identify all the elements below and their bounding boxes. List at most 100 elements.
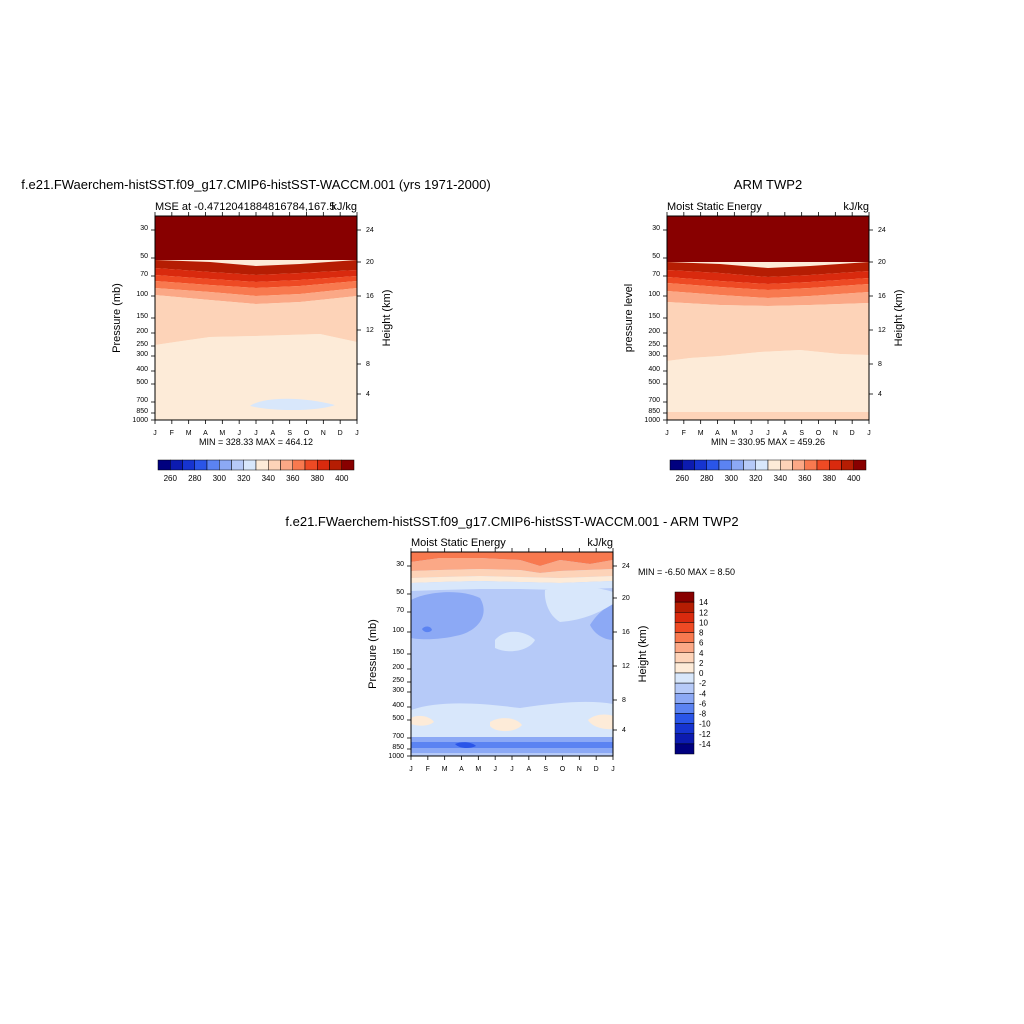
contour-band xyxy=(155,275,357,288)
colorbar-swatch xyxy=(674,632,695,643)
colorbar-swatch xyxy=(674,612,695,623)
panel-model-y-ticks-right: 24 20 16 12 8 4 xyxy=(366,227,374,398)
y-tick-label: 500 xyxy=(392,715,404,722)
y-tick-label: 400 xyxy=(136,366,148,373)
colorbar-label: -2 xyxy=(699,679,707,688)
panel-model-y-ticks: 30 50 70 100 150 200 250 300 400 500 700… xyxy=(132,225,148,424)
colorbar-swatch xyxy=(682,459,695,471)
y-tick-label: 200 xyxy=(392,664,404,671)
contour-band xyxy=(155,288,357,304)
colorbar-swatch xyxy=(674,672,695,684)
y-tick-label: 850 xyxy=(648,408,660,415)
x-tick-label: M xyxy=(442,766,448,773)
y-tick-label: 300 xyxy=(136,351,148,358)
contour-band-top xyxy=(155,216,357,260)
contour-band xyxy=(667,291,869,306)
panel-diff-colorbar: 14 12 10 8 6 4 2 0 -2 -4 -6 -8 -10 -12 -… xyxy=(674,591,711,755)
x-tick-label: S xyxy=(287,430,292,437)
x-tick-label: M xyxy=(186,430,192,437)
x-tick-label: M xyxy=(219,430,225,437)
colorbar-swatch xyxy=(841,459,854,471)
panel-obs-x-ticks: J F M A M J J A S O N D J xyxy=(665,430,871,437)
x-tick-label: D xyxy=(850,430,855,437)
colorbar-label: 10 xyxy=(699,618,708,627)
y-tick-label-right: 20 xyxy=(366,259,374,266)
panel-model-plot xyxy=(154,215,358,421)
colorbar-label: 280 xyxy=(188,474,202,483)
colorbar-swatch xyxy=(731,459,744,471)
panel-diff-title: f.e21.FWaerchem-histSST.f09_g17.CMIP6-hi… xyxy=(285,514,738,529)
y-tick-label: 850 xyxy=(136,408,148,415)
colorbar-swatch xyxy=(170,459,183,471)
contour-band xyxy=(411,742,613,748)
y-tick-label: 1000 xyxy=(132,417,148,424)
colorbar-swatch xyxy=(816,459,830,471)
x-tick-label: J xyxy=(665,430,669,437)
colorbar-label: 260 xyxy=(164,474,178,483)
y-tick-label: 500 xyxy=(136,379,148,386)
colorbar-swatch xyxy=(243,459,257,471)
contour-band xyxy=(667,302,869,361)
y-tick-label: 300 xyxy=(648,351,660,358)
colorbar-label: 320 xyxy=(749,474,763,483)
x-tick-label: S xyxy=(543,766,548,773)
y-tick-label: 70 xyxy=(140,271,148,278)
colorbar-swatch xyxy=(674,713,695,724)
y-tick-label: 70 xyxy=(652,271,660,278)
colorbar-swatch xyxy=(231,459,244,471)
panel-diff-y-ticks-right: 24 20 16 12 8 4 xyxy=(622,563,630,734)
colorbar-label: 14 xyxy=(699,598,708,607)
panel-model-colorbar: 260 280 300 320 340 360 380 400 xyxy=(157,459,355,483)
x-tick-label: A xyxy=(715,430,720,437)
y-tick-label-right: 16 xyxy=(878,293,886,300)
colorbar-label: 400 xyxy=(335,474,349,483)
x-tick-label: A xyxy=(203,430,208,437)
y-tick-label: 100 xyxy=(136,291,148,298)
colorbar-label: 380 xyxy=(311,474,325,483)
y-tick-label: 1000 xyxy=(644,417,660,424)
y-tick-label-right: 4 xyxy=(622,727,626,734)
panel-model-stats: MIN = 328.33 MAX = 464.12 xyxy=(199,437,313,447)
panel-model-ylabel-right: Height (km) xyxy=(381,290,393,347)
colorbar-label: -12 xyxy=(699,730,711,739)
colorbar-swatch xyxy=(206,459,220,471)
y-tick-label: 150 xyxy=(136,313,148,320)
contour-band xyxy=(588,714,613,730)
colorbar-label: -6 xyxy=(699,699,707,708)
y-tick-label-right: 24 xyxy=(878,227,886,234)
panel-obs-title: ARM TWP2 xyxy=(734,177,802,192)
colorbar-label: 300 xyxy=(213,474,227,483)
colorbar-swatch xyxy=(674,743,695,755)
colorbar-label: -14 xyxy=(699,740,711,749)
contour-band xyxy=(667,283,869,298)
y-tick-label-right: 12 xyxy=(878,327,886,334)
contour-band xyxy=(411,753,613,756)
colorbar-label: 8 xyxy=(699,629,704,638)
colorbar-swatch xyxy=(674,591,695,603)
panel-diff-plot xyxy=(410,551,614,757)
y-tick-label: 850 xyxy=(392,744,404,751)
colorbar-label: 6 xyxy=(699,639,704,648)
panel-model-x-ticks: J F M A M J J A S O N D J xyxy=(153,430,359,437)
colorbar-swatch xyxy=(329,459,342,471)
colorbar-label: 0 xyxy=(699,669,704,678)
contour-band xyxy=(411,552,613,566)
x-tick-label: F xyxy=(682,430,686,437)
y-tick-label-right: 8 xyxy=(622,697,626,704)
contour-band xyxy=(411,576,613,583)
colorbar-swatch xyxy=(780,459,793,471)
y-tick-label: 500 xyxy=(648,379,660,386)
x-tick-label: J xyxy=(409,766,413,773)
contour-band xyxy=(422,626,432,633)
panel-diff-subtitle-right: kJ/kg xyxy=(587,537,613,549)
y-tick-label: 30 xyxy=(652,225,660,232)
x-tick-label: J xyxy=(237,430,241,437)
contour-band xyxy=(667,277,869,290)
y-tick-label: 250 xyxy=(136,341,148,348)
colorbar-swatch xyxy=(674,723,695,734)
y-tick-label: 300 xyxy=(392,687,404,694)
contour-band xyxy=(495,631,535,652)
contour-band xyxy=(155,334,357,420)
y-tick-label: 30 xyxy=(396,561,404,568)
colorbar-swatch xyxy=(706,459,720,471)
